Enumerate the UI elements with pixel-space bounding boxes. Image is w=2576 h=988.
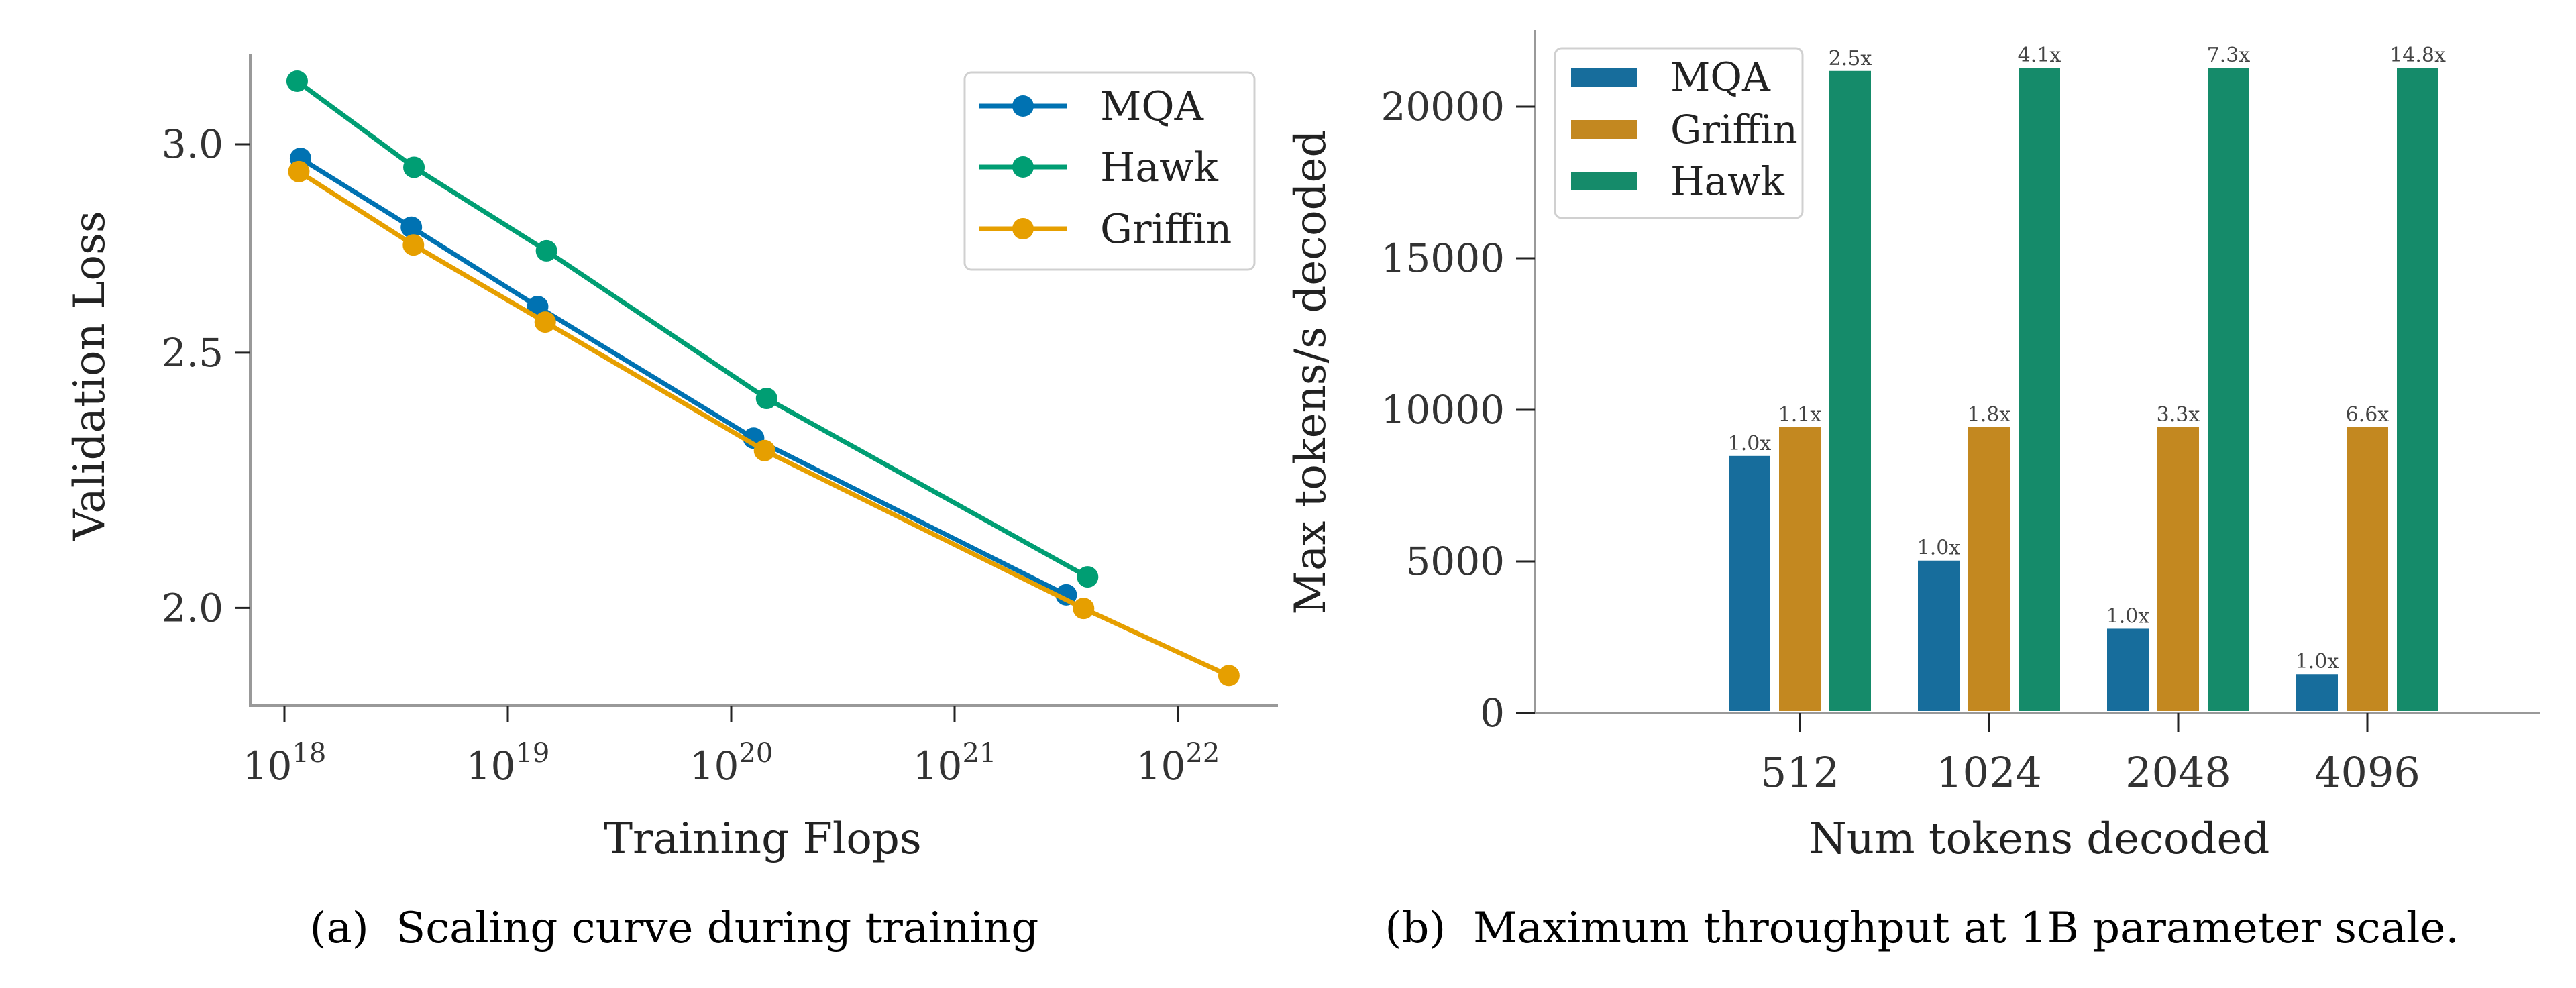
x-tick-exponent: 18 <box>292 738 326 769</box>
legend-label-hawk: Hawk <box>1100 144 1218 191</box>
legend-marker-hawk <box>1012 156 1034 178</box>
y-axis-title: Validation Loss <box>65 211 115 541</box>
legend-label-hawk: Hawk <box>1670 158 1785 204</box>
bar-hawk <box>1828 69 1872 712</box>
bar-griffin <box>1778 425 1822 712</box>
x-tick-label: 1021 <box>913 738 997 789</box>
x-tick-label: 2048 <box>2125 748 2231 797</box>
legend-label-mqa: MQA <box>1670 54 1771 100</box>
x-axis-title: Num tokens decoded <box>1809 814 2270 864</box>
data-point-griffin <box>1218 665 1240 687</box>
data-point-hawk <box>535 239 557 262</box>
x-tick-exponent: 21 <box>962 738 996 769</box>
x-tick-base: 10 <box>690 743 739 789</box>
y-tick-label: 20000 <box>1381 84 1505 129</box>
legend-label-griffin: Griffin <box>1100 206 1232 253</box>
bar-mqa <box>2106 627 2150 712</box>
legend-swatch-mqa <box>1571 68 1637 87</box>
bar-label-mqa: 1.0x <box>2296 650 2339 673</box>
bar-label-mqa: 1.0x <box>1728 432 1772 455</box>
bar-hawk <box>2206 66 2251 713</box>
caption-a: (a) Scaling curve during training <box>310 903 1039 953</box>
legend-marker-mqa <box>1012 95 1034 117</box>
y-tick-label: 15000 <box>1381 235 1505 281</box>
y-tick-label: 3.0 <box>162 121 223 167</box>
data-point-griffin <box>534 311 556 333</box>
y-tick-label: 5000 <box>1405 539 1505 584</box>
bar-hawk <box>2396 66 2440 713</box>
x-tick-label: 1020 <box>690 738 773 789</box>
x-tick-exponent: 19 <box>515 738 549 769</box>
bar-label-hawk: 2.5x <box>1829 47 1872 70</box>
x-tick-base: 10 <box>913 743 963 789</box>
bar-label-griffin: 1.1x <box>1778 403 1822 427</box>
y-axis-title: Max tokens/s decoded <box>1286 130 1336 615</box>
series-line-griffin <box>297 169 1230 678</box>
bar-griffin <box>1967 425 2011 712</box>
bar-label-griffin: 6.6x <box>2346 403 2390 427</box>
bar-label-hawk: 7.3x <box>2207 44 2251 67</box>
x-tick-label: 1024 <box>1936 748 2042 797</box>
throughput-bars: 1.0x 1.0x 1.0x 1.0x 1.1x 1.8x 3.3x 6.6x 2.5x 4.1x… <box>1727 44 2446 713</box>
scaling-series <box>286 70 1240 687</box>
y-tick-label: 10000 <box>1381 387 1505 433</box>
data-point-griffin <box>753 439 775 461</box>
bar-label-mqa: 1.0x <box>1917 537 1961 560</box>
bar-label-hawk: 14.8x <box>2390 44 2446 67</box>
legend-label-mqa: MQA <box>1100 83 1204 130</box>
bar-label-hawk: 4.1x <box>2018 44 2061 67</box>
caption-b: (b) Maximum throughput at 1B parameter s… <box>1385 903 2459 953</box>
throughput-chart: 0 5000 10000 15000 20000 512 1024 2048 4096 1.0x… <box>1286 30 2540 953</box>
x-tick-base: 10 <box>1136 743 1186 789</box>
x-tick-label: 1019 <box>466 738 550 789</box>
data-point-griffin <box>1073 598 1095 620</box>
x-tick-exponent: 20 <box>739 738 773 769</box>
y-tick-label: 2.0 <box>162 585 223 630</box>
bar-griffin <box>2156 425 2200 712</box>
x-tick-label: 1022 <box>1136 738 1220 789</box>
throughput-legend: MQA Griffin Hawk <box>1554 47 1804 219</box>
bar-label-griffin: 1.8x <box>1968 403 2011 427</box>
data-point-hawk <box>1077 566 1099 588</box>
data-point-griffin <box>402 234 425 256</box>
throughput-axes: 0 5000 10000 15000 20000 512 1024 2048 4096 <box>1381 30 2540 797</box>
x-tick-base: 10 <box>243 743 292 789</box>
bar-hawk <box>2017 66 2061 713</box>
y-tick-label: 2.5 <box>162 330 223 376</box>
bar-mqa <box>1917 559 1961 712</box>
data-point-hawk <box>286 70 308 93</box>
bar-griffin <box>2345 425 2390 712</box>
x-tick-label: 1018 <box>243 738 327 789</box>
data-point-griffin <box>288 160 310 182</box>
x-axis-title: Training Flops <box>604 814 921 864</box>
x-tick-label: 4096 <box>2314 748 2420 797</box>
data-point-hawk <box>755 388 777 410</box>
bar-label-griffin: 3.3x <box>2157 403 2200 427</box>
scaling-legend: MQA Hawk Griffin <box>963 71 1256 271</box>
x-tick-exponent: 22 <box>1185 738 1220 769</box>
data-point-mqa <box>400 216 423 238</box>
legend-swatch-hawk <box>1571 172 1637 190</box>
legend-label-griffin: Griffin <box>1670 107 1798 152</box>
data-point-hawk <box>403 156 425 178</box>
y-tick-label: 0 <box>1480 690 1505 736</box>
bar-mqa <box>1727 454 1772 712</box>
x-tick-base: 10 <box>466 743 516 789</box>
bar-mqa <box>2295 673 2339 712</box>
bar-label-mqa: 1.0x <box>2106 604 2150 628</box>
legend-marker-griffin <box>1012 218 1034 239</box>
legend-frame <box>963 71 1256 271</box>
legend-swatch-griffin <box>1571 120 1637 139</box>
x-tick-label: 512 <box>1760 748 1839 797</box>
